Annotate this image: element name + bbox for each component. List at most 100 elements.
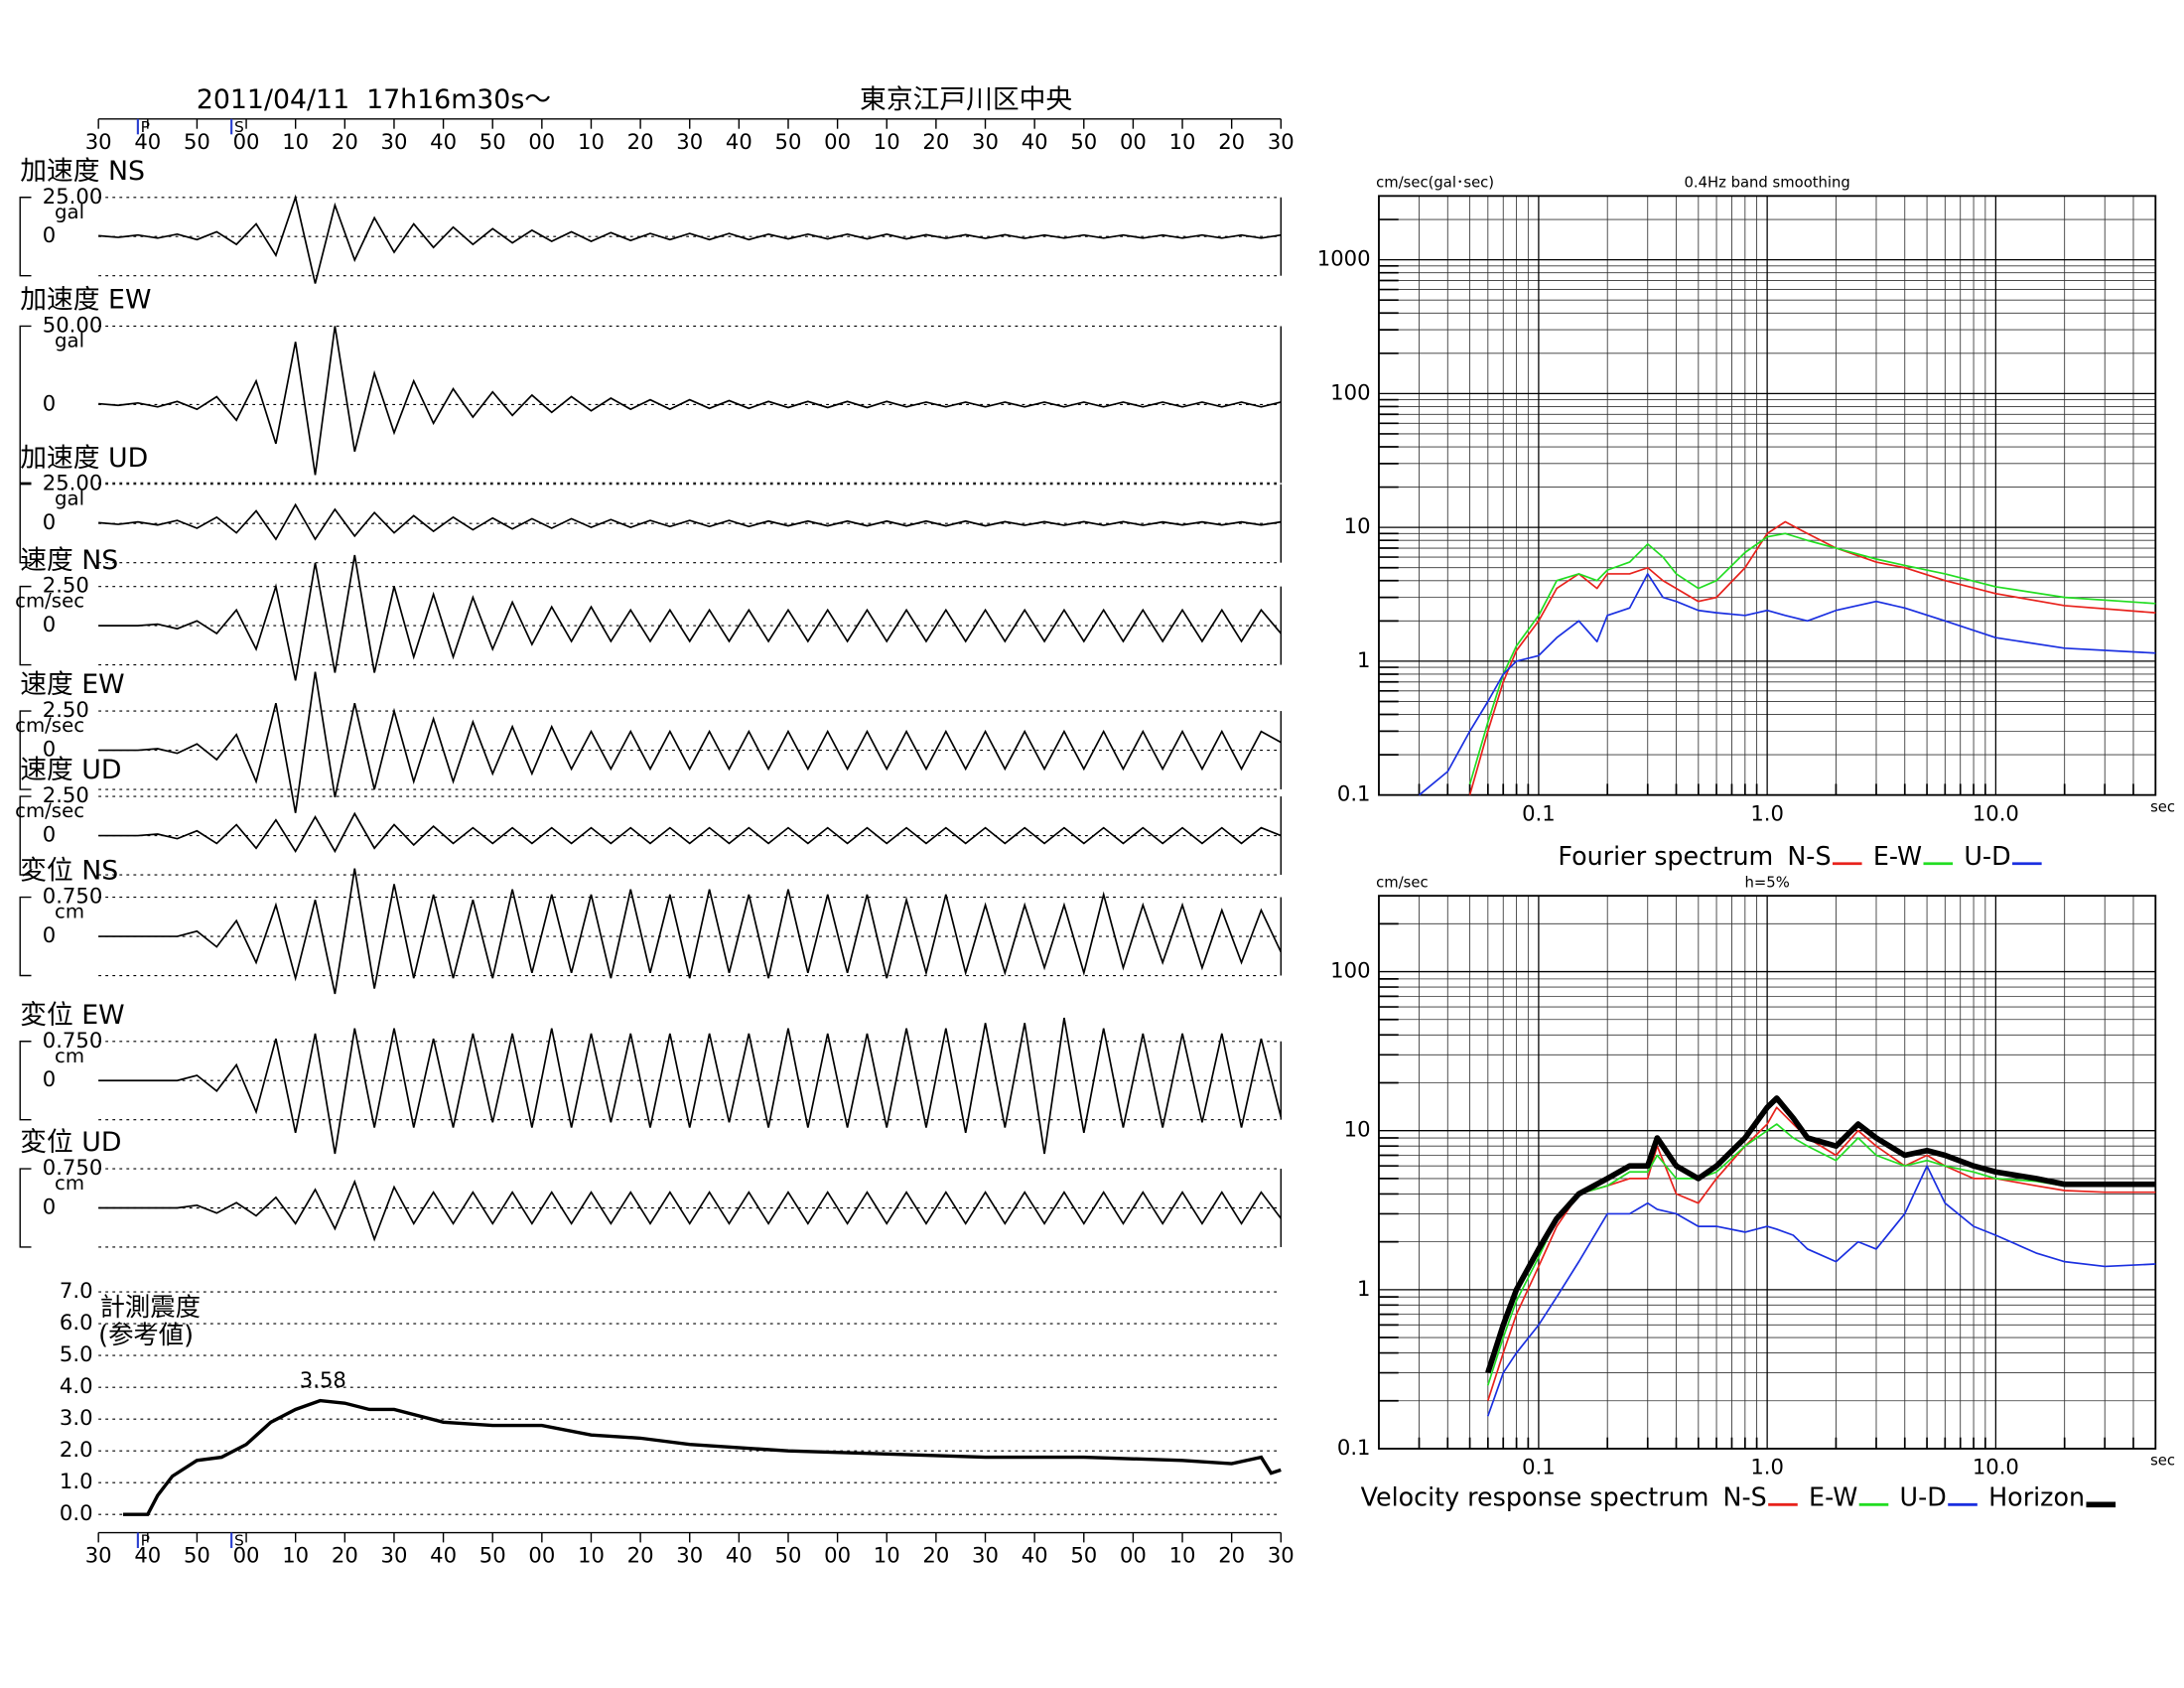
x-tick-label: 10 [578, 1542, 605, 1567]
trace-name: 加速度 NS [20, 156, 145, 187]
x-tick-label: 30 [972, 129, 999, 154]
x-tick-label: 30 [972, 1542, 999, 1567]
x-tick-label: 00 [233, 1542, 260, 1567]
waveform [98, 326, 1282, 476]
plot-frame [1378, 195, 2157, 796]
x-axis-unit: sec [2150, 1453, 2175, 1470]
x-tick-label: 20 [332, 129, 358, 154]
y-tick-label: 0 [43, 737, 56, 762]
y-tick-label: 25.00 [43, 471, 102, 495]
trace-name: 速度 UD [20, 755, 121, 785]
y-tick-label: 0.1 [1337, 1435, 1371, 1460]
x-tick-label: 0.1 [1522, 800, 1556, 825]
y-tick-label: 1 [1357, 1276, 1370, 1301]
x-tick-label: 30 [676, 129, 703, 154]
y-tick-label: 10 [1344, 513, 1371, 538]
waveform [98, 671, 1282, 813]
unit-label: cm [55, 1045, 84, 1067]
x-tick-label: 20 [627, 1542, 654, 1567]
trace-name: 速度 NS [20, 545, 118, 576]
x-tick-label: 40 [430, 1542, 457, 1567]
x-tick-label: 20 [332, 1542, 358, 1567]
x-tick-label: 50 [184, 129, 210, 154]
phase-label: P [141, 118, 150, 136]
y-tick-label: 100 [1330, 379, 1370, 404]
waveform [98, 811, 1282, 854]
peak-label: 3.58 [300, 1367, 346, 1392]
y-tick-label: 1 [1357, 647, 1370, 672]
unit-label: gal [55, 329, 84, 352]
x-tick-label: 00 [528, 129, 555, 154]
x-tick-label: 30 [85, 1542, 112, 1567]
x-tick-label: 10.0 [1973, 800, 2019, 825]
x-tick-label: 10 [282, 129, 309, 154]
trace-frame [19, 1168, 32, 1248]
legend-label: E-W [1809, 1482, 1857, 1512]
legend-label: U-D [1900, 1482, 1947, 1512]
spectrum-line [1485, 1095, 2156, 1374]
x-tick-label: 00 [233, 129, 260, 154]
chart-subtitle: 0.4Hz band smoothing [1684, 175, 1849, 192]
waveform [98, 868, 1283, 995]
x-tick-label: 20 [1218, 129, 1245, 154]
x-tick-label: 10 [1169, 1542, 1196, 1567]
x-tick-label: 30 [676, 1542, 703, 1567]
x-tick-label: 00 [824, 1542, 851, 1567]
x-tick-label: 00 [824, 129, 851, 154]
trace-frame [19, 1041, 32, 1121]
trace-name: 変位 NS [20, 856, 118, 887]
legend-title: Fourier spectrum [1558, 841, 1773, 871]
unit-label: cm [55, 901, 84, 923]
y-tick-label: 0.750 [43, 1155, 102, 1180]
phase-label: S [234, 118, 244, 136]
trace-frame [19, 710, 32, 790]
x-tick-label: 10 [282, 1542, 309, 1567]
chart-subtitle: h=5% [1745, 874, 1790, 891]
waveform [98, 1179, 1282, 1242]
x-tick-label: 0.1 [1522, 1455, 1556, 1479]
legend-label: N-S [1787, 841, 1831, 871]
x-tick-label: 40 [726, 1542, 752, 1567]
y-tick-label: 1.0 [60, 1469, 93, 1493]
x-tick-label: 50 [775, 129, 802, 154]
unit-label: cm/sec [15, 714, 84, 737]
x-tick-label: 20 [922, 1542, 949, 1567]
trace-name: 加速度 EW [20, 285, 151, 316]
unit-label: cm/sec [15, 590, 84, 613]
y-tick-label: 7.0 [60, 1278, 93, 1303]
y-tick-label: 0.750 [43, 884, 102, 909]
trace-frame [19, 325, 32, 485]
x-tick-label: 10 [874, 129, 900, 154]
unit-label: cm [55, 1172, 84, 1195]
y-tick-label: 10 [1344, 1117, 1371, 1142]
y-tick-label: 0.1 [1337, 781, 1371, 806]
y-axis-unit: cm/sec [1376, 874, 1428, 891]
x-tick-label: 20 [1218, 1542, 1245, 1567]
waveform [98, 194, 1282, 284]
x-tick-label: 1.0 [1750, 1455, 1784, 1479]
trace-frame [19, 197, 32, 277]
x-tick-label: 30 [85, 129, 112, 154]
y-tick-label: 0 [43, 390, 56, 415]
y-tick-label: 0 [43, 1195, 56, 1219]
x-tick-label: 00 [1120, 129, 1147, 154]
trace-name: 変位 UD [20, 1127, 121, 1158]
spectrum-line [1486, 1165, 2156, 1417]
unit-label: cm/sec [15, 799, 84, 822]
x-tick-label: 50 [775, 1542, 802, 1567]
trace-frame [19, 896, 32, 977]
y-tick-label: 2.0 [60, 1437, 93, 1462]
x-tick-label: 10 [874, 1542, 900, 1567]
x-tick-label: 20 [922, 129, 949, 154]
waveform [98, 554, 1282, 681]
trace-frame [19, 795, 32, 876]
x-tick-label: 30 [1268, 1542, 1295, 1567]
phase-label: S [234, 1531, 244, 1549]
legend-label: U-D [1964, 841, 2010, 871]
legend-label: N-S [1723, 1482, 1767, 1512]
x-tick-label: 50 [1070, 1542, 1097, 1567]
y-tick-label: 0 [43, 822, 56, 847]
y-tick-label: 5.0 [60, 1341, 93, 1366]
plot-frame [1378, 895, 2157, 1450]
